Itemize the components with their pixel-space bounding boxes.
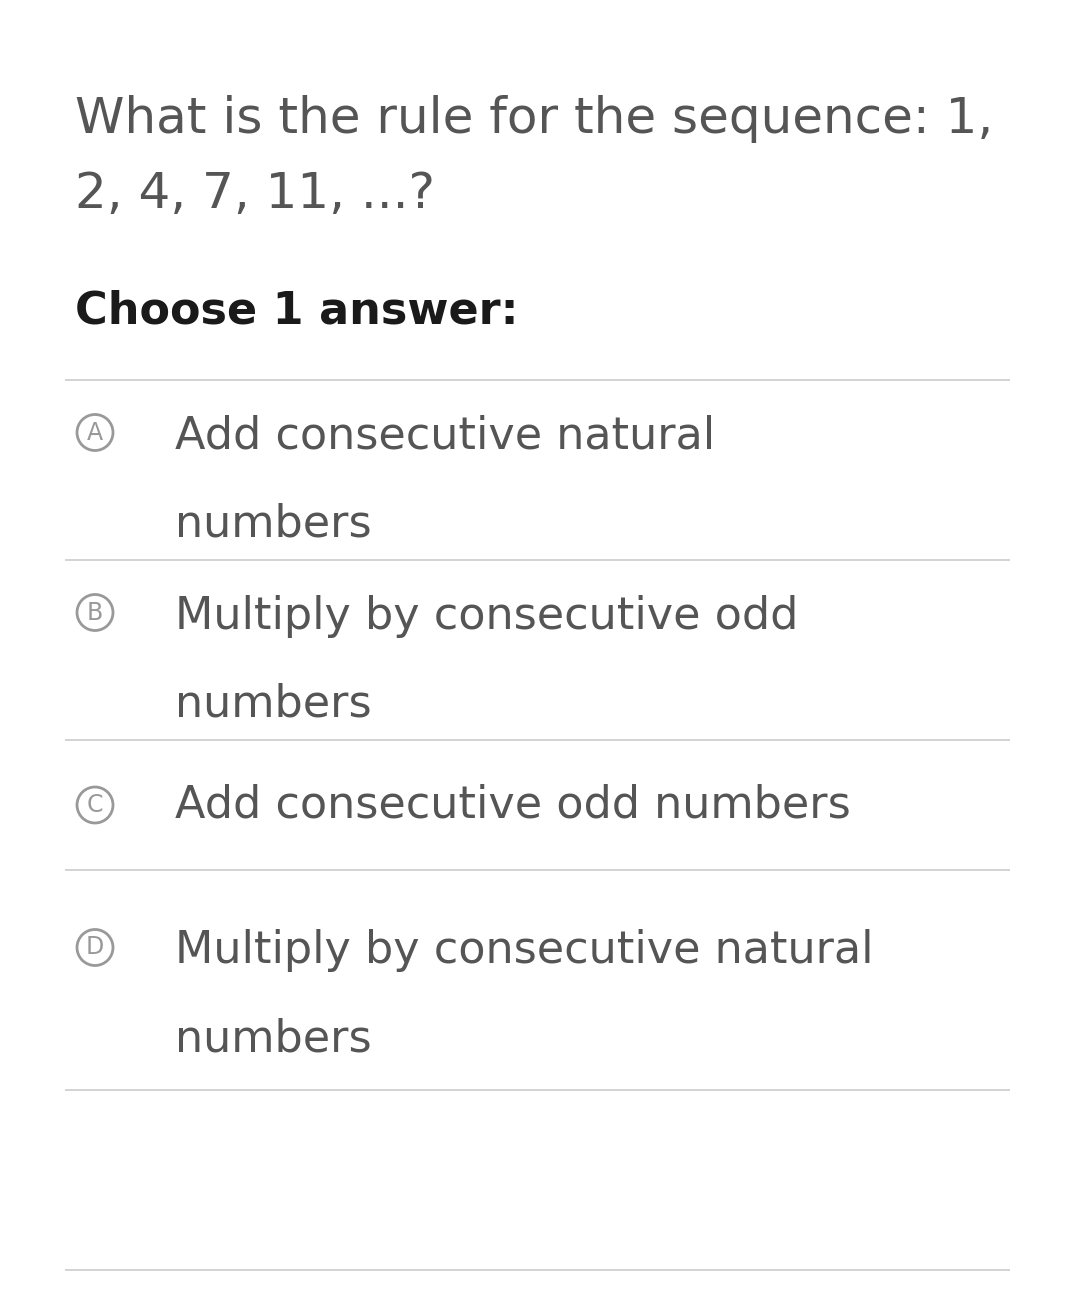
Text: numbers: numbers: [175, 683, 372, 726]
Text: Choose 1 answer:: Choose 1 answer:: [75, 290, 518, 334]
Text: B: B: [86, 600, 103, 624]
Text: What is the rule for the sequence: 1,: What is the rule for the sequence: 1,: [75, 95, 994, 143]
Text: Multiply by consecutive odd: Multiply by consecutive odd: [175, 595, 798, 637]
Text: 2, 4, 7, 11, ...?: 2, 4, 7, 11, ...?: [75, 170, 435, 218]
Text: D: D: [86, 935, 104, 960]
Text: C: C: [86, 793, 104, 818]
Text: Add consecutive odd numbers: Add consecutive odd numbers: [175, 783, 851, 827]
Text: Multiply by consecutive natural: Multiply by consecutive natural: [175, 930, 874, 973]
Text: Add consecutive natural: Add consecutive natural: [175, 415, 715, 458]
Text: A: A: [86, 420, 103, 445]
Text: numbers: numbers: [175, 1018, 372, 1061]
Text: numbers: numbers: [175, 502, 372, 545]
